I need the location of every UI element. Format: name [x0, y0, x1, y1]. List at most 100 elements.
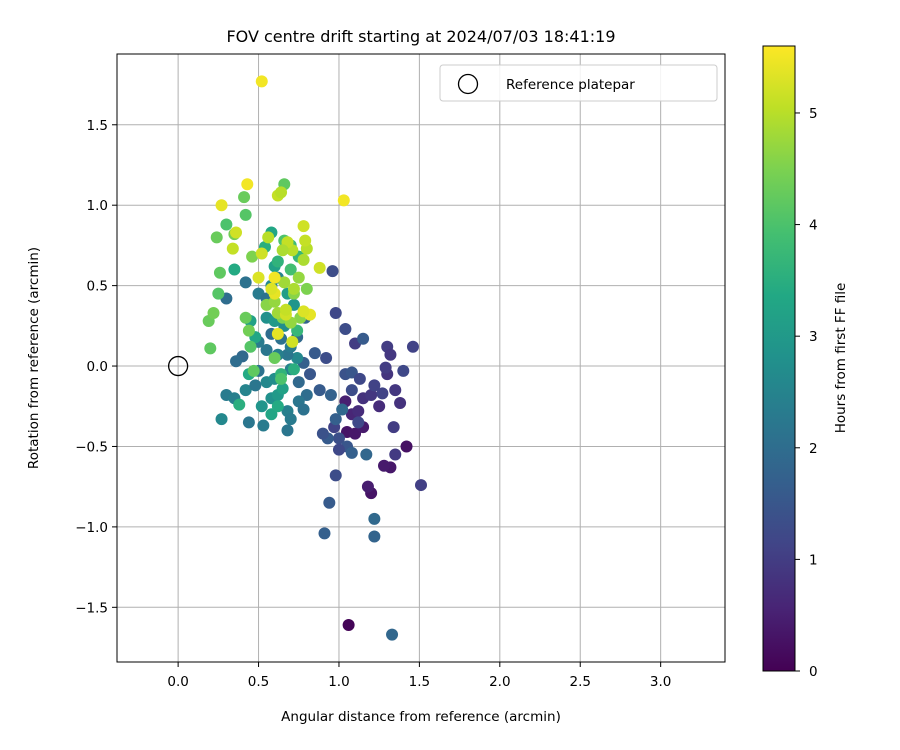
y-tick-label: −1.0	[75, 520, 108, 536]
data-point	[257, 419, 270, 432]
data-point	[332, 432, 345, 445]
data-point	[292, 376, 305, 389]
data-point	[278, 276, 291, 289]
data-point	[389, 448, 402, 461]
x-axis-ticks: 0.0 0.5 1.0 1.5 2.0 2.5 3.0	[167, 662, 671, 690]
data-point	[244, 340, 257, 353]
data-point	[275, 372, 288, 385]
data-point	[297, 403, 310, 416]
legend-reference-marker	[457, 73, 479, 95]
data-point	[238, 191, 251, 204]
data-point	[252, 271, 265, 284]
data-point	[239, 311, 252, 324]
data-point	[345, 366, 358, 379]
data-point	[394, 397, 407, 410]
x-tick-label: 2.5	[569, 674, 590, 690]
data-point	[313, 384, 326, 397]
data-point	[246, 250, 259, 263]
data-point	[342, 619, 355, 632]
data-point	[249, 379, 262, 392]
data-point	[220, 218, 233, 231]
x-tick-label: 0.5	[248, 674, 269, 690]
data-point	[352, 405, 365, 418]
x-tick-label: 1.5	[409, 674, 430, 690]
data-point	[230, 355, 243, 368]
data-point	[276, 382, 289, 395]
data-point	[213, 266, 226, 279]
colorbar: 0 1 2 3 4 5 Hours from first FF file	[762, 45, 849, 680]
data-point	[228, 263, 241, 276]
reference-platepar-marker	[167, 355, 189, 377]
data-point	[275, 186, 288, 199]
data-point	[262, 231, 275, 244]
data-point	[308, 347, 321, 360]
data-point	[320, 352, 333, 364]
data-point	[291, 352, 304, 364]
y-tick-label: −1.5	[75, 600, 108, 616]
y-axis-ticks: 1.5 1.0 0.5 0.0 −0.5 −1.0 −1.5	[75, 118, 117, 616]
data-point	[329, 413, 342, 426]
legend: Reference platepar	[439, 64, 718, 102]
data-point	[241, 178, 254, 191]
data-point	[265, 408, 278, 421]
data-point	[384, 348, 397, 361]
data-point	[365, 388, 378, 401]
data-point	[239, 276, 252, 289]
data-point	[379, 361, 392, 374]
data-point	[415, 479, 427, 492]
data-point	[207, 306, 220, 319]
data-point	[323, 496, 336, 509]
data-point	[233, 398, 246, 411]
data-point	[255, 400, 268, 413]
data-point	[297, 305, 310, 318]
data-point	[215, 199, 228, 212]
data-point	[352, 416, 365, 429]
colorbar-tick-label: 0	[809, 664, 818, 680]
data-point	[226, 242, 239, 255]
data-point	[271, 400, 284, 413]
data-point	[337, 194, 350, 207]
data-point	[332, 443, 345, 456]
data-point	[336, 403, 349, 416]
data-point	[316, 427, 329, 440]
y-axis-label: Rotation from reference (arcmin)	[26, 247, 42, 469]
data-point	[215, 413, 228, 426]
plot-area	[117, 54, 725, 662]
data-point	[353, 372, 366, 385]
colorbar-tick-label: 5	[809, 106, 818, 122]
data-point	[260, 343, 273, 356]
data-point	[291, 324, 304, 337]
data-point	[265, 282, 278, 295]
chart-title: FOV centre drift starting at 2024/07/03 …	[226, 27, 615, 46]
data-point	[242, 416, 255, 429]
data-point	[255, 247, 268, 260]
colorbar-tick-label: 2	[809, 441, 818, 457]
data-point	[300, 388, 313, 401]
colorbar-tick-label: 1	[809, 552, 818, 568]
data-point	[373, 400, 386, 413]
y-tick-label: 0.0	[87, 359, 108, 375]
data-point	[268, 352, 281, 364]
data-point	[376, 387, 389, 400]
plot-frame	[116, 53, 726, 663]
data-point	[368, 512, 381, 525]
data-point	[255, 75, 268, 88]
colorbar-label: Hours from first FF file	[833, 283, 849, 434]
reference-marker-group	[167, 355, 189, 377]
data-point	[324, 388, 337, 401]
data-point	[357, 332, 370, 345]
data-point	[242, 324, 255, 337]
data-point	[313, 261, 326, 274]
data-point	[297, 253, 310, 266]
data-point	[230, 226, 243, 239]
y-tick-label: −0.5	[75, 439, 108, 455]
y-tick-label: 1.5	[87, 118, 108, 134]
data-point	[210, 231, 223, 244]
data-point	[378, 459, 391, 472]
data-point	[284, 413, 297, 426]
data-point	[400, 440, 413, 453]
data-point	[387, 421, 400, 434]
data-point	[204, 342, 217, 355]
data-point	[239, 384, 252, 397]
